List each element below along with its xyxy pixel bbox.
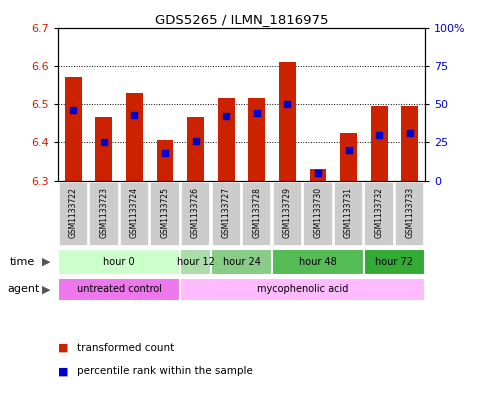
Text: time: time — [10, 257, 35, 267]
Bar — [126, 93, 143, 181]
FancyBboxPatch shape — [58, 182, 88, 246]
FancyBboxPatch shape — [58, 277, 180, 301]
Text: ▶: ▶ — [42, 257, 50, 267]
FancyBboxPatch shape — [364, 249, 425, 275]
Text: GSM1133727: GSM1133727 — [222, 187, 231, 238]
Point — [130, 112, 138, 118]
Bar — [371, 106, 387, 181]
Bar — [218, 98, 235, 181]
Text: GSM1133726: GSM1133726 — [191, 187, 200, 238]
Bar — [340, 133, 357, 181]
Text: GSM1133722: GSM1133722 — [69, 187, 78, 238]
Text: ■: ■ — [58, 343, 69, 353]
Text: mycophenolic acid: mycophenolic acid — [257, 285, 348, 294]
Bar — [310, 169, 327, 181]
Text: hour 0: hour 0 — [103, 257, 135, 267]
FancyBboxPatch shape — [272, 249, 364, 275]
FancyBboxPatch shape — [334, 182, 363, 246]
Text: GSM1133725: GSM1133725 — [160, 187, 170, 238]
Text: GSM1133731: GSM1133731 — [344, 187, 353, 238]
Bar — [156, 140, 173, 181]
Point — [375, 132, 383, 138]
FancyBboxPatch shape — [211, 249, 272, 275]
Text: GSM1133724: GSM1133724 — [130, 187, 139, 238]
Text: hour 12: hour 12 — [177, 257, 214, 267]
FancyBboxPatch shape — [273, 182, 302, 246]
Bar — [279, 62, 296, 181]
Bar — [65, 77, 82, 181]
Text: GSM1133723: GSM1133723 — [99, 187, 108, 238]
FancyBboxPatch shape — [120, 182, 149, 246]
Point — [345, 147, 353, 153]
Text: GSM1133733: GSM1133733 — [405, 187, 414, 238]
FancyBboxPatch shape — [58, 249, 180, 275]
Text: GSM1133729: GSM1133729 — [283, 187, 292, 238]
Point — [161, 150, 169, 156]
Point — [192, 138, 199, 144]
FancyBboxPatch shape — [180, 277, 425, 301]
Title: GDS5265 / ILMN_1816975: GDS5265 / ILMN_1816975 — [155, 13, 328, 26]
Text: hour 24: hour 24 — [223, 257, 260, 267]
Bar — [96, 118, 112, 181]
Text: hour 72: hour 72 — [375, 257, 413, 267]
Text: GSM1133728: GSM1133728 — [252, 187, 261, 238]
FancyBboxPatch shape — [395, 182, 425, 246]
Bar — [401, 106, 418, 181]
FancyBboxPatch shape — [181, 182, 210, 246]
Text: ■: ■ — [58, 366, 69, 376]
Point — [253, 110, 261, 116]
Text: percentile rank within the sample: percentile rank within the sample — [77, 366, 253, 376]
Point — [314, 170, 322, 176]
Text: untreated control: untreated control — [77, 285, 162, 294]
Point — [284, 101, 291, 107]
FancyBboxPatch shape — [180, 249, 211, 275]
FancyBboxPatch shape — [242, 182, 271, 246]
Point — [100, 139, 108, 145]
Text: transformed count: transformed count — [77, 343, 174, 353]
Text: GSM1133732: GSM1133732 — [375, 187, 384, 238]
Text: agent: agent — [7, 285, 40, 294]
Bar — [248, 98, 265, 181]
Text: ▶: ▶ — [42, 285, 50, 294]
FancyBboxPatch shape — [89, 182, 118, 246]
Text: hour 48: hour 48 — [299, 257, 337, 267]
FancyBboxPatch shape — [303, 182, 333, 246]
Text: GSM1133730: GSM1133730 — [313, 187, 323, 238]
FancyBboxPatch shape — [150, 182, 180, 246]
Bar — [187, 118, 204, 181]
Point — [70, 107, 77, 113]
Point — [222, 113, 230, 119]
FancyBboxPatch shape — [365, 182, 394, 246]
Point — [406, 130, 413, 136]
FancyBboxPatch shape — [212, 182, 241, 246]
